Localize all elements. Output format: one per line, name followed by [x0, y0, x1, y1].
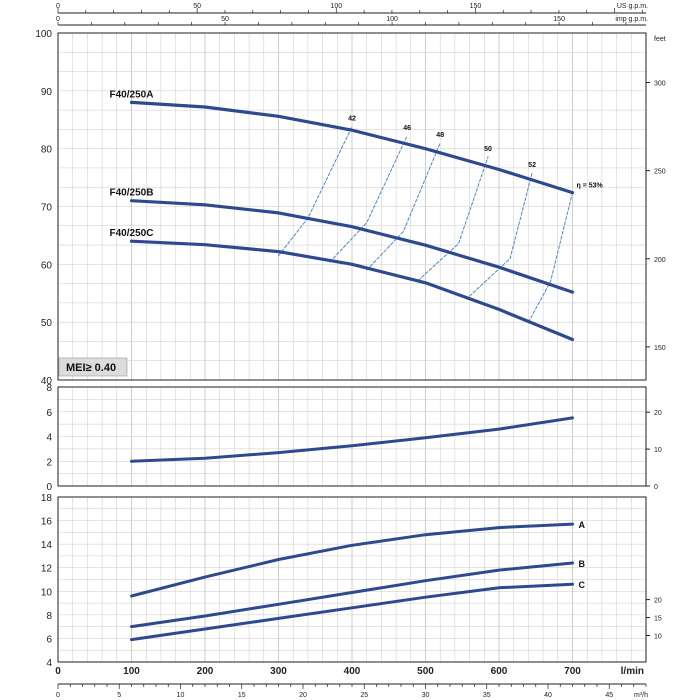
x-tick-lmin: 400 — [344, 666, 361, 677]
impgpm-tick: 50 — [221, 16, 229, 23]
npsh-right-tick: 15 — [654, 616, 662, 623]
power-ytick: 6 — [46, 408, 52, 419]
x-unit-lmin: l/min — [621, 666, 644, 677]
npsh-right-tick: 20 — [654, 598, 662, 605]
efficiency-line-42 — [278, 126, 353, 257]
m3h-tick: 5 — [117, 692, 121, 699]
panel-frame — [57, 496, 647, 663]
head-right-tick: 250 — [654, 169, 666, 176]
m3h-tick: 15 — [238, 692, 246, 699]
efficiency-line-46 — [329, 135, 408, 263]
m3h-tick: 20 — [299, 692, 307, 699]
impgpm-tick: 0 — [56, 16, 60, 23]
efficiency-label-42: 42 — [348, 116, 356, 123]
m3h-tick: 30 — [422, 692, 430, 699]
power-curve — [130, 416, 574, 463]
power-ytick: 2 — [46, 457, 52, 468]
head-right-tick: 200 — [654, 257, 666, 264]
x-tick-lmin: 700 — [564, 666, 581, 677]
x-tick-lmin: 200 — [197, 666, 214, 677]
impgpm-tick: 150 — [553, 16, 565, 23]
power-ytick: 4 — [46, 433, 52, 444]
head-ytick: 40 — [41, 376, 53, 387]
head-curve-f40-250a — [129, 100, 575, 195]
npsh-ytick: 4 — [46, 658, 52, 669]
efficiency-label-50: 50 — [484, 146, 492, 153]
usgpm-tick: 50 — [193, 3, 201, 10]
usgpm-tick: 0 — [56, 3, 60, 10]
head-curve-f40-250c — [129, 239, 575, 342]
efficiency-label-48: 48 — [436, 132, 444, 139]
m3h-tick: 0 — [56, 692, 60, 699]
npsh-curve-label-c: C — [579, 580, 586, 590]
m3h-unit: m³/h — [634, 692, 648, 699]
m3h-tick: 10 — [177, 692, 185, 699]
x-tick-lmin: 100 — [123, 666, 140, 677]
npsh-ytick: 8 — [46, 611, 52, 622]
npsh-curve-label-a: A — [579, 520, 586, 530]
mei-badge-text: MEI≥ 0.40 — [66, 362, 116, 374]
npsh-ytick: 12 — [41, 564, 53, 575]
x-tick-lmin: 300 — [270, 666, 287, 677]
x-tick-lmin: 0 — [55, 666, 61, 677]
npsh-curve-label-b: B — [579, 559, 586, 569]
power-right-tick: 20 — [654, 410, 662, 417]
head-ytick: 90 — [41, 87, 53, 98]
efficiency-line-52 — [469, 172, 533, 297]
npsh-ytick: 14 — [41, 540, 53, 551]
efficiency-label-46: 46 — [403, 125, 411, 132]
efficiency-line-53 — [527, 192, 573, 323]
head-curve-label-f40-250b: F40/250B — [110, 188, 154, 199]
usgpm-tick: 150 — [470, 3, 482, 10]
head-curve-label-f40-250c: F40/250C — [110, 228, 154, 239]
grid-387 — [57, 386, 647, 487]
usgpm-unit: US g.p.m. — [617, 3, 648, 10]
panel-frame — [57, 32, 647, 381]
power-right-tick: 0 — [654, 484, 658, 491]
m3h-tick: 25 — [360, 692, 368, 699]
impgpm-tick: 100 — [386, 16, 398, 23]
npsh-ytick: 6 — [46, 634, 52, 645]
power-ytick: 8 — [46, 383, 52, 394]
npsh-curve-c — [130, 582, 574, 642]
head-ytick: 70 — [41, 203, 53, 214]
efficiency-line-50 — [417, 156, 489, 281]
head-ytick: 50 — [41, 318, 53, 329]
head-curve-label-f40-250a: F40/250A — [110, 89, 154, 100]
m3h-tick: 35 — [483, 692, 491, 699]
m3h-tick: 40 — [544, 692, 552, 699]
npsh-ytick: 10 — [41, 587, 53, 598]
npsh-ytick: 16 — [41, 517, 53, 528]
efficiency-label-52: 52 — [528, 162, 536, 169]
mei-badge — [58, 357, 128, 377]
power-ytick: 0 — [46, 482, 52, 493]
head-right-tick: 300 — [654, 80, 666, 87]
npsh-right-tick: 10 — [654, 634, 662, 641]
power-right-tick: 10 — [654, 447, 662, 454]
panel-frame — [57, 386, 647, 487]
x-tick-lmin: 500 — [417, 666, 434, 677]
head-ytick: 100 — [35, 29, 52, 40]
efficiency-line-48 — [366, 142, 441, 271]
head-right-tick: 150 — [654, 345, 666, 352]
head-ytick: 80 — [41, 145, 53, 156]
head-curve-f40-250b — [129, 199, 575, 294]
m3h-tick: 45 — [605, 692, 613, 699]
usgpm-tick: 100 — [330, 3, 342, 10]
head-right-unit: feet — [654, 36, 666, 43]
npsh-curve-b — [130, 561, 574, 629]
impgpm-unit: imp g.p.m. — [615, 16, 648, 23]
head-ytick: 60 — [41, 260, 53, 271]
npsh-curve-a — [130, 522, 574, 598]
npsh-ytick: 18 — [41, 493, 53, 504]
efficiency-label-53: η = 53% — [577, 183, 604, 190]
grid-33 — [57, 32, 647, 381]
x-tick-lmin: 600 — [491, 666, 508, 677]
